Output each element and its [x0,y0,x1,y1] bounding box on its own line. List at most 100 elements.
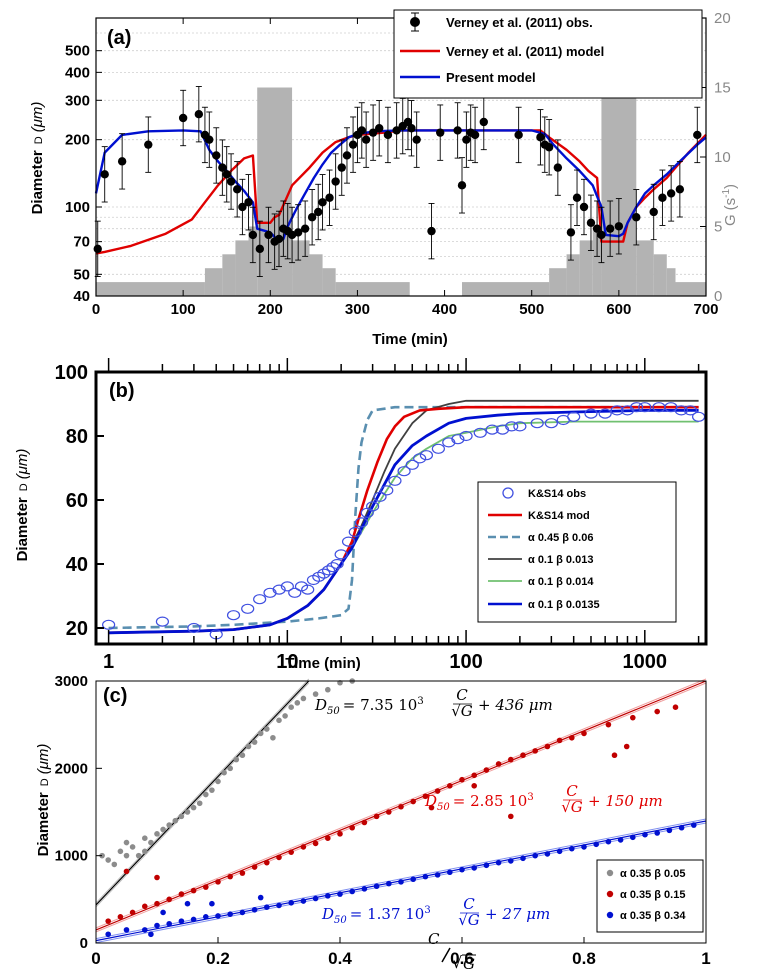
panel-b-obs-29 [405,459,419,470]
svg-text:√: √ [452,953,463,972]
panel-c-point-gray-3 [117,848,124,855]
panel-c-point-gray-28 [276,717,282,724]
panel-c-point-gray-21 [227,765,233,772]
legend-b0014: α 0.1 β 0.014 [528,576,594,588]
panel-a-obs-marker-29 [331,177,340,186]
panel-a-obs-marker-50 [470,130,480,140]
panel-c-point-red-26 [422,793,429,800]
panel-b-ytick-3: 80 [66,426,88,448]
panel-b-obs-41 [530,418,544,429]
panel-c-point-red-18 [325,835,331,841]
panel-c-point-gray-2 [111,861,118,868]
panel-c-ytick-0: 0 [80,935,88,952]
panel-c-point-gray-16 [196,800,203,807]
panel-c-point-blue-32 [508,858,514,864]
equation-gray: D50 = 7.35 103 C √G + 436 μm [314,686,553,720]
panel-b-obs-53 [674,405,688,416]
panel-c-point-red-37 [556,737,563,744]
panel-a-obs-marker-30 [337,163,346,172]
panel-c-point-red-16 [300,844,307,850]
panel-a-g-bars [96,87,706,296]
panel-a-ylabel-text: Diameter [29,150,46,214]
panel-a-obs-point-29 [331,153,340,210]
panel-b-ylabel-sym: D [18,483,30,491]
panel-a-obs-point-61 [592,200,602,257]
panel-b-obs-16 [321,565,336,576]
panel-c-point-gray-30 [288,704,295,710]
panel-c-point-blue-43 [642,831,648,838]
panel-c-point-red-27 [434,788,441,794]
panel-b-obs-44 [567,411,581,422]
panel-c-point-gray-4 [123,852,130,859]
panel-c-point-red-49 [154,874,160,881]
panel-c-point-red-21 [361,819,368,826]
panel-c-point-blue-15 [300,898,307,904]
panel-a-obs-marker-4 [178,113,188,123]
panel-c-point-blue-0 [105,931,111,938]
panel-a-ytick-7: 500 [65,43,90,60]
panel-a-obs-marker-53 [536,133,545,142]
panel-a-obs-marker-17 [264,230,273,240]
svg-text:+ 436 μm: + 436 μm [478,696,553,714]
panel-c-ylabel-text: Diameter [35,792,52,856]
panel-b-obs-2 [187,622,201,634]
panel-a-obs-point-45 [436,104,445,161]
panel-a-xtick-4: 400 [432,301,457,318]
panel-c-point-gray-7 [142,835,148,841]
panel-a-obs-marker-62 [597,230,606,240]
panel-a-obs-point-19 [274,210,284,268]
panel-b-obs-20 [341,536,356,547]
panel-c-ylabel-unit: (μm) [35,744,52,775]
panel-b-obs-21 [348,526,362,538]
panel-c-point-blue-12 [264,904,270,910]
svg-text:G(s-1): G(s-1) [721,184,739,226]
panel-a-obs-marker-69 [675,185,685,194]
panel-a-ytick-4: 200 [65,132,90,149]
panel-a-obs-marker-44 [427,226,436,236]
panel-a-ytick-2: 70 [73,234,90,251]
panel-c-point-gray-6 [135,852,142,859]
panel-b-obs-46 [598,408,612,419]
panel-a-obs-marker-45 [436,128,445,137]
panel-c-point-blue-35 [544,851,551,857]
panel-b-legend: K&S14 obs K&S14 mod α 0.45 β 0.06 α 0.1 … [477,481,677,623]
panel-c-point-red-0 [105,918,111,924]
panel-c-xlabel-c: C [428,930,440,948]
panel-a-xtick-7: 700 [693,301,718,318]
panel-a-ytick-1: 50 [73,266,90,283]
panel-a-obs-point-57 [566,204,576,261]
panel-a-obs-marker-68 [666,189,676,198]
panel-a-obs-marker-58 [572,193,582,202]
panel-c-point-blue-41 [617,837,624,843]
panel-b-lines [108,399,699,635]
panel-b-y-ticks: 20 40 60 80 100 [55,362,104,640]
panel-a-obs-marker-56 [553,163,563,172]
panel-c-fit-gray [95,680,310,906]
panel-a-g-bar-19 [666,268,676,296]
panel-a-obs-marker-57 [566,228,576,237]
panel-c-point-red-48 [623,743,630,750]
panel-a-obs-marker-42 [407,124,416,133]
panel-b-frame [94,370,708,646]
panel-c-point-red-11 [239,870,246,876]
panel-a-obs-point-32 [348,116,358,173]
panel-c-point-gray-5 [129,844,136,850]
panel-b: 20 40 60 80 100 1 10 100 1000 (b) Time (min) Di… [14,358,708,673]
panel-a-obs-marker-36 [368,128,378,137]
panel-c-point-blue-36 [556,848,563,855]
panel-c-point-blue-44 [654,830,660,836]
panel-b-ylabel: Diameter D (μm) [14,449,31,562]
panel-a-obs-point-48 [462,111,471,168]
panel-b-xtick-2: 100 [449,651,482,673]
panel-a-g-bar-2 [222,254,236,296]
panel-c-point-blue-28 [459,866,465,873]
panel-c-point-blue-10 [239,909,246,916]
panel-b-obs-13 [306,574,321,586]
panel-a-g-bar-17 [636,240,654,296]
panel-a-obs-point-50 [470,106,480,164]
panel-b-xtick-3: 1000 [623,651,668,673]
panel-c-xtick-1: 0.2 [206,949,230,968]
panel-c-point-gray-12 [172,817,179,824]
panel-a-y2tick-0: 0 [714,288,722,305]
panel-c-point-red-8 [203,884,209,890]
